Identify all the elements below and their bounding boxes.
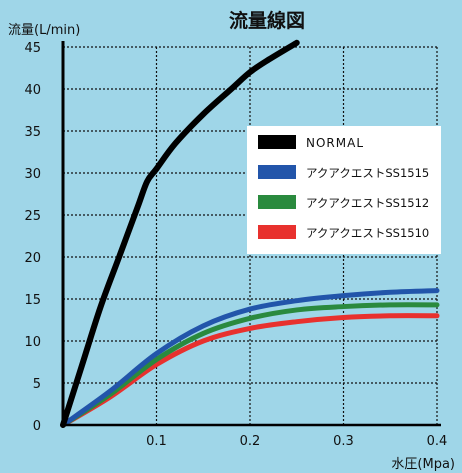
legend-swatch xyxy=(258,225,296,239)
y-tick-label: 10 xyxy=(24,335,41,350)
legend-label: アクアクエストSS1510 xyxy=(306,226,429,240)
y-tick-label: 0 xyxy=(33,419,41,434)
series-line-1 xyxy=(60,288,440,428)
series-line-3 xyxy=(60,313,440,428)
x-tick-label: 0.2 xyxy=(240,434,261,449)
series-line-2 xyxy=(60,302,440,428)
chart-title: 流量線図 xyxy=(229,9,305,32)
y-tick-label: 5 xyxy=(33,377,41,392)
x-tick-label: 0.1 xyxy=(146,434,167,449)
legend-label: アクアクエストSS1515 xyxy=(306,166,429,180)
legend-swatch xyxy=(258,135,296,149)
series-lines xyxy=(60,39,440,428)
legend-label: NORMAL xyxy=(306,136,364,150)
axes xyxy=(61,41,441,427)
legend: NORMAL アクアクエストSS1515 アクアクエストSS1512 アクアクエストS… xyxy=(247,126,441,254)
legend-swatch xyxy=(258,195,296,209)
y-tick-label: 20 xyxy=(24,251,41,266)
y-tick-label: 40 xyxy=(24,83,41,98)
y-tick-label: 15 xyxy=(24,293,41,308)
x-tick-label: 0.4 xyxy=(427,434,448,449)
legend-swatch xyxy=(258,165,296,179)
y-tick-label: 25 xyxy=(24,209,41,224)
y-axis-label: 流量(L/min) xyxy=(8,23,80,38)
tick-labels: 0 5 10 15 20 25 30 35 40 45 0.1 0.2 0.3 0.4 xyxy=(24,41,447,449)
x-axis-label: 水圧(Mpa) xyxy=(391,457,455,472)
y-tick-label: 35 xyxy=(24,125,41,140)
legend-label: アクアクエストSS1512 xyxy=(306,196,429,210)
x-tick-label: 0.3 xyxy=(333,434,354,449)
y-tick-label: 45 xyxy=(24,41,41,56)
y-tick-label: 30 xyxy=(24,167,41,182)
series-line-0 xyxy=(60,39,300,428)
